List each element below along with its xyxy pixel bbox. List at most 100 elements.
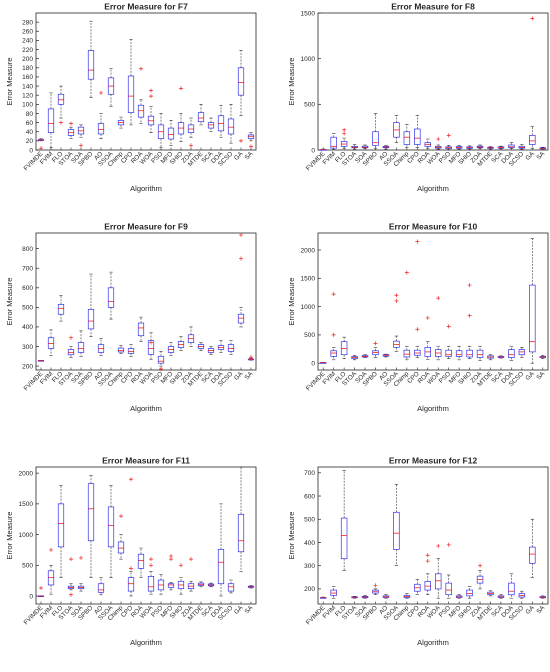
box-PSO <box>157 574 165 595</box>
y-tick-label: 500 <box>304 332 315 339</box>
iqr-box <box>127 577 135 592</box>
box-SHIO <box>466 283 473 359</box>
iqr-box <box>87 50 95 80</box>
box-SCSO <box>518 144 526 150</box>
outlier-marker <box>394 298 399 303</box>
box-FLO <box>57 85 65 125</box>
box-GA <box>237 50 245 143</box>
box-DOA <box>217 503 225 597</box>
box-SA <box>247 355 255 361</box>
y-tick-label: 1500 <box>301 10 316 17</box>
outlier-marker <box>467 283 472 288</box>
box-SOA <box>77 124 85 148</box>
outlier-marker <box>436 296 441 301</box>
chart-title: Error Measure for F10 <box>389 222 478 232</box>
box-SCA <box>207 582 215 588</box>
box-FLO <box>57 295 65 322</box>
box-FVIMDE <box>320 148 327 151</box>
box-SPBO <box>87 475 95 578</box>
y-tick-label: 300 <box>22 344 33 351</box>
box-Chimp <box>403 270 411 361</box>
iqr-box <box>403 131 411 145</box>
iqr-box <box>147 576 155 592</box>
box-WOA <box>435 137 442 150</box>
iqr-box <box>247 134 255 139</box>
y-tick-label: 0 <box>29 593 33 600</box>
iqr-box <box>466 349 473 358</box>
box-FLO <box>340 127 348 149</box>
box-STOA <box>67 557 75 597</box>
box-MFO <box>455 594 463 599</box>
box-WOA <box>147 88 155 133</box>
outlier-marker <box>446 133 451 138</box>
box-ZOA <box>476 144 484 149</box>
outlier-marker <box>415 327 420 332</box>
iqr-box <box>508 144 515 149</box>
outlier-marker <box>415 239 420 244</box>
x-tick-label: GA <box>233 370 245 382</box>
outlier-marker <box>239 256 243 261</box>
y-axis-label: Error Measure <box>5 278 14 326</box>
outlier-marker <box>39 586 43 591</box>
box-WOA <box>147 332 155 360</box>
iqr-box <box>57 93 65 105</box>
outlier-marker <box>436 137 441 142</box>
chart-panel-4: Error Measure for F10 0 500 1000 1500 2000 Err… <box>287 222 549 413</box>
y-tick-label: 200 <box>22 363 33 370</box>
plot-frame <box>35 12 257 151</box>
outlier-marker <box>149 340 153 345</box>
chart-panel-1: Error Measure for F7 0 20 40 60 80 100 120 140 16… <box>5 2 257 193</box>
box-SA <box>247 132 255 149</box>
x-tick-label: SA <box>244 604 255 615</box>
y-tick-label: 2000 <box>301 247 316 254</box>
box-FLO <box>340 470 348 571</box>
chart-title: Error Measure for F11 <box>102 456 190 466</box>
x-tick-label: SA <box>535 150 546 161</box>
box-SCA <box>207 117 215 133</box>
box-PSO <box>445 324 452 359</box>
box-ZOA <box>187 117 195 148</box>
iqr-box <box>445 582 452 596</box>
iqr-box <box>217 548 225 585</box>
outlier-marker <box>69 557 73 562</box>
box-STOA <box>351 596 358 599</box>
box-STOA <box>67 335 75 358</box>
box-PSO <box>445 542 452 599</box>
y-tick-label: 2000 <box>19 470 34 477</box>
box-FLO <box>57 485 65 578</box>
x-tick-label: GA <box>233 604 245 616</box>
box-MTDE <box>197 581 205 588</box>
box-PSO <box>445 133 452 150</box>
y-tick-label: 1000 <box>19 532 34 539</box>
x-tick-label: AO <box>378 370 389 381</box>
iqr-box <box>435 573 442 590</box>
outlier-marker <box>149 563 153 568</box>
box-GA <box>529 238 536 364</box>
x-axis-label: Algorithm <box>130 184 162 193</box>
outlier-marker <box>39 146 43 151</box>
box-MFO <box>167 554 175 591</box>
iqr-box <box>237 313 245 324</box>
box-MTDE <box>487 590 494 597</box>
box-SPBO <box>87 20 95 98</box>
x-tick-label: GA <box>524 150 536 162</box>
iqr-box <box>330 350 337 357</box>
box-FVIM <box>47 92 55 149</box>
outlier-marker <box>446 324 451 329</box>
iqr-box <box>137 322 145 337</box>
outlier-marker <box>59 120 63 125</box>
iqr-box <box>227 344 235 352</box>
y-tick-label: 120 <box>22 93 33 100</box>
box-SCSO <box>227 340 235 355</box>
outlier-marker <box>79 143 83 148</box>
box-PSO <box>157 351 165 372</box>
y-tick-label: 160 <box>22 74 33 81</box>
x-tick-label: SA <box>244 150 255 161</box>
box-SHIO <box>466 145 473 150</box>
box-AO <box>382 594 390 599</box>
iqr-box <box>393 511 400 550</box>
y-tick-label: 400 <box>304 540 315 547</box>
box-ZOA <box>187 326 195 347</box>
box-DOA <box>217 340 225 353</box>
